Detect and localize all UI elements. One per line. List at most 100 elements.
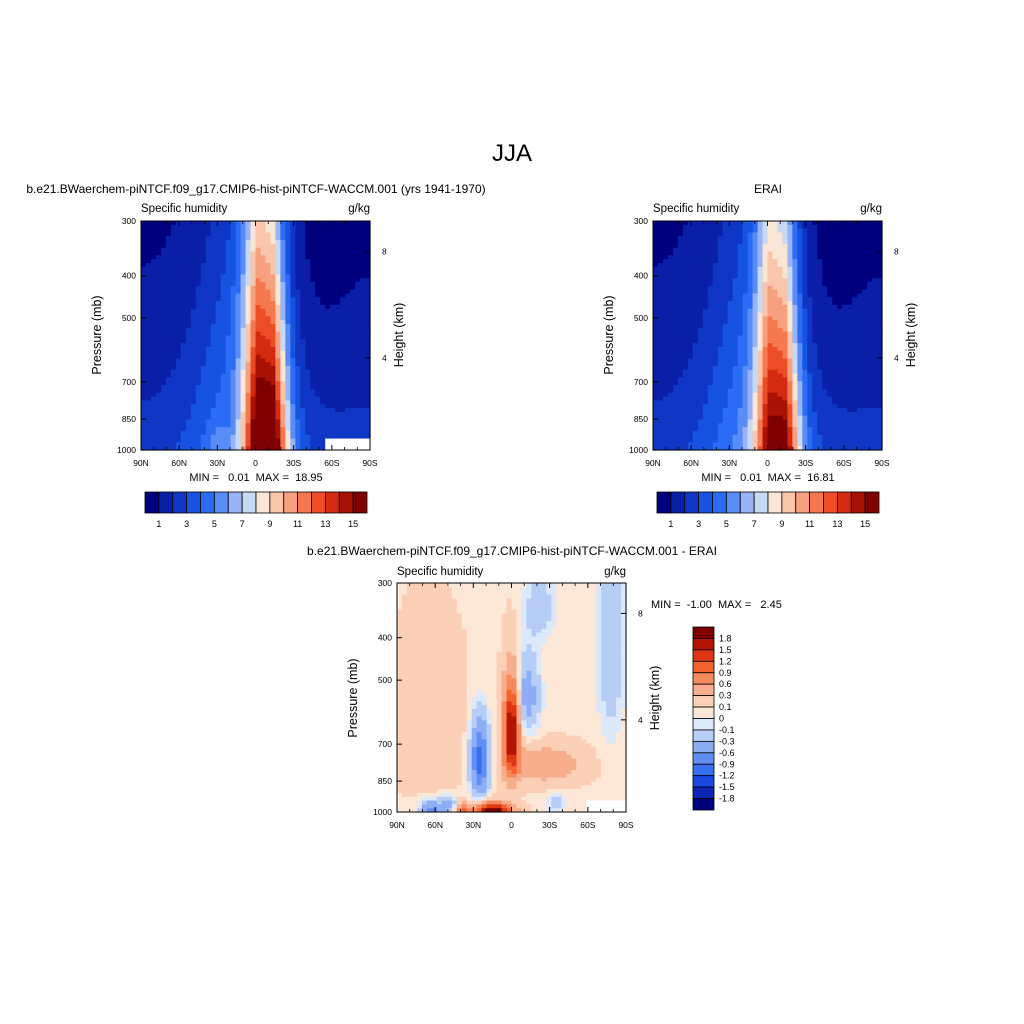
contour-cell: [722, 224, 744, 230]
contour-cell: [526, 728, 537, 733]
contour-cell: [767, 324, 779, 329]
contour-cell: [757, 373, 764, 379]
contour-cell: [290, 388, 296, 394]
contour-cell: [596, 701, 607, 706]
contour-cell: [255, 262, 272, 268]
contour-cell: [255, 324, 277, 329]
contour-cell: [225, 346, 237, 352]
contour-cell: [501, 720, 508, 725]
contour-cell: [295, 430, 301, 436]
contour-cell: [722, 221, 744, 226]
contour-cell: [536, 655, 542, 660]
contour-cell: [295, 408, 306, 413]
contour-cell: [516, 689, 523, 695]
contour-cell: [653, 430, 694, 436]
contour-cell: [667, 392, 709, 398]
contour-cell: [526, 800, 547, 805]
contour-cell: [787, 434, 793, 440]
contour-cell: [235, 381, 242, 386]
contour-cell: [757, 346, 764, 352]
contour-cell: [606, 735, 617, 741]
contour-cell: [621, 609, 627, 615]
contour-cell: [653, 243, 679, 249]
contour-cell: [762, 232, 769, 237]
contour-cell: [767, 274, 784, 279]
contour-cell: [621, 712, 627, 718]
contour-cell: [175, 446, 202, 451]
contour-cell: [817, 419, 883, 424]
contour-cell: [150, 259, 207, 264]
contour-cell: [471, 773, 478, 779]
contour-cell: [541, 686, 547, 691]
contour-cell: [762, 373, 769, 379]
contour-cell: [792, 285, 798, 291]
contour-cell: [717, 259, 739, 264]
contour-cell: [280, 289, 286, 295]
contour-cell: [290, 369, 296, 375]
contour-cell: [802, 304, 813, 310]
contour-cell: [737, 343, 749, 348]
panel-model-ylabel-right: Height (km): [392, 303, 406, 368]
contour-cell: [747, 266, 754, 272]
contour-cell: [727, 388, 744, 394]
contour-cell: [827, 289, 863, 295]
contour-cell: [141, 232, 172, 237]
contour-cell: [787, 419, 793, 424]
contour-cell: [265, 285, 277, 291]
panel-diff-left-label: Specific humidity: [397, 566, 484, 578]
contour-cell: [531, 724, 542, 729]
colorbar-box: [158, 491, 174, 514]
contour-cell: [240, 346, 247, 352]
contour-cell: [802, 404, 808, 409]
contour-cell: [295, 400, 301, 405]
contour-cell: [240, 304, 247, 310]
contour-cell: [867, 285, 883, 291]
contour-cell: [762, 438, 769, 443]
contour-cell: [235, 385, 242, 390]
contour-cell: [541, 724, 602, 729]
contour-cell: [516, 781, 592, 786]
contour-cell: [561, 808, 587, 813]
contour-cell: [300, 366, 306, 371]
contour-cell: [526, 747, 542, 752]
x-tick-label: 90S: [618, 820, 633, 830]
figure-title: JJA: [492, 140, 532, 167]
contour-cell: [653, 259, 664, 264]
contour-cell: [265, 282, 277, 287]
contour-cell: [807, 278, 823, 283]
contour-cell: [822, 442, 883, 447]
contour-cell: [397, 789, 438, 794]
contour-cell: [792, 373, 798, 379]
contour-cell: [621, 674, 627, 680]
contour-cell: [837, 404, 883, 409]
contour-cell: [752, 262, 759, 268]
contour-cell: [235, 324, 242, 329]
contour-cell: [481, 777, 488, 783]
contour-cell: [320, 301, 341, 306]
contour-cell: [717, 438, 734, 443]
contour-cell: [752, 278, 759, 283]
contour-cell: [280, 358, 286, 363]
contour-cell: [397, 758, 463, 763]
contour-cell: [180, 343, 212, 348]
contour-cell: [792, 297, 798, 302]
contour-cell: [797, 339, 803, 344]
contour-cell: [270, 343, 277, 348]
contour-cell: [190, 415, 212, 421]
contour-cell: [531, 583, 547, 588]
contour-cell: [141, 228, 172, 234]
contour-cell: [541, 705, 547, 710]
contour-cell: [285, 346, 291, 352]
contour-cell: [250, 228, 257, 234]
contour-cell: [397, 766, 463, 771]
colorbar-label: 9: [779, 519, 784, 529]
colorbar-box: [836, 491, 852, 514]
contour-cell: [653, 270, 714, 276]
contour-cell: [787, 369, 793, 375]
contour-cell: [240, 335, 247, 340]
contour-cell: [250, 335, 257, 340]
contour-cell: [742, 331, 749, 337]
contour-cell: [270, 320, 277, 325]
contour-cell: [451, 594, 523, 599]
contour-cell: [516, 701, 523, 706]
